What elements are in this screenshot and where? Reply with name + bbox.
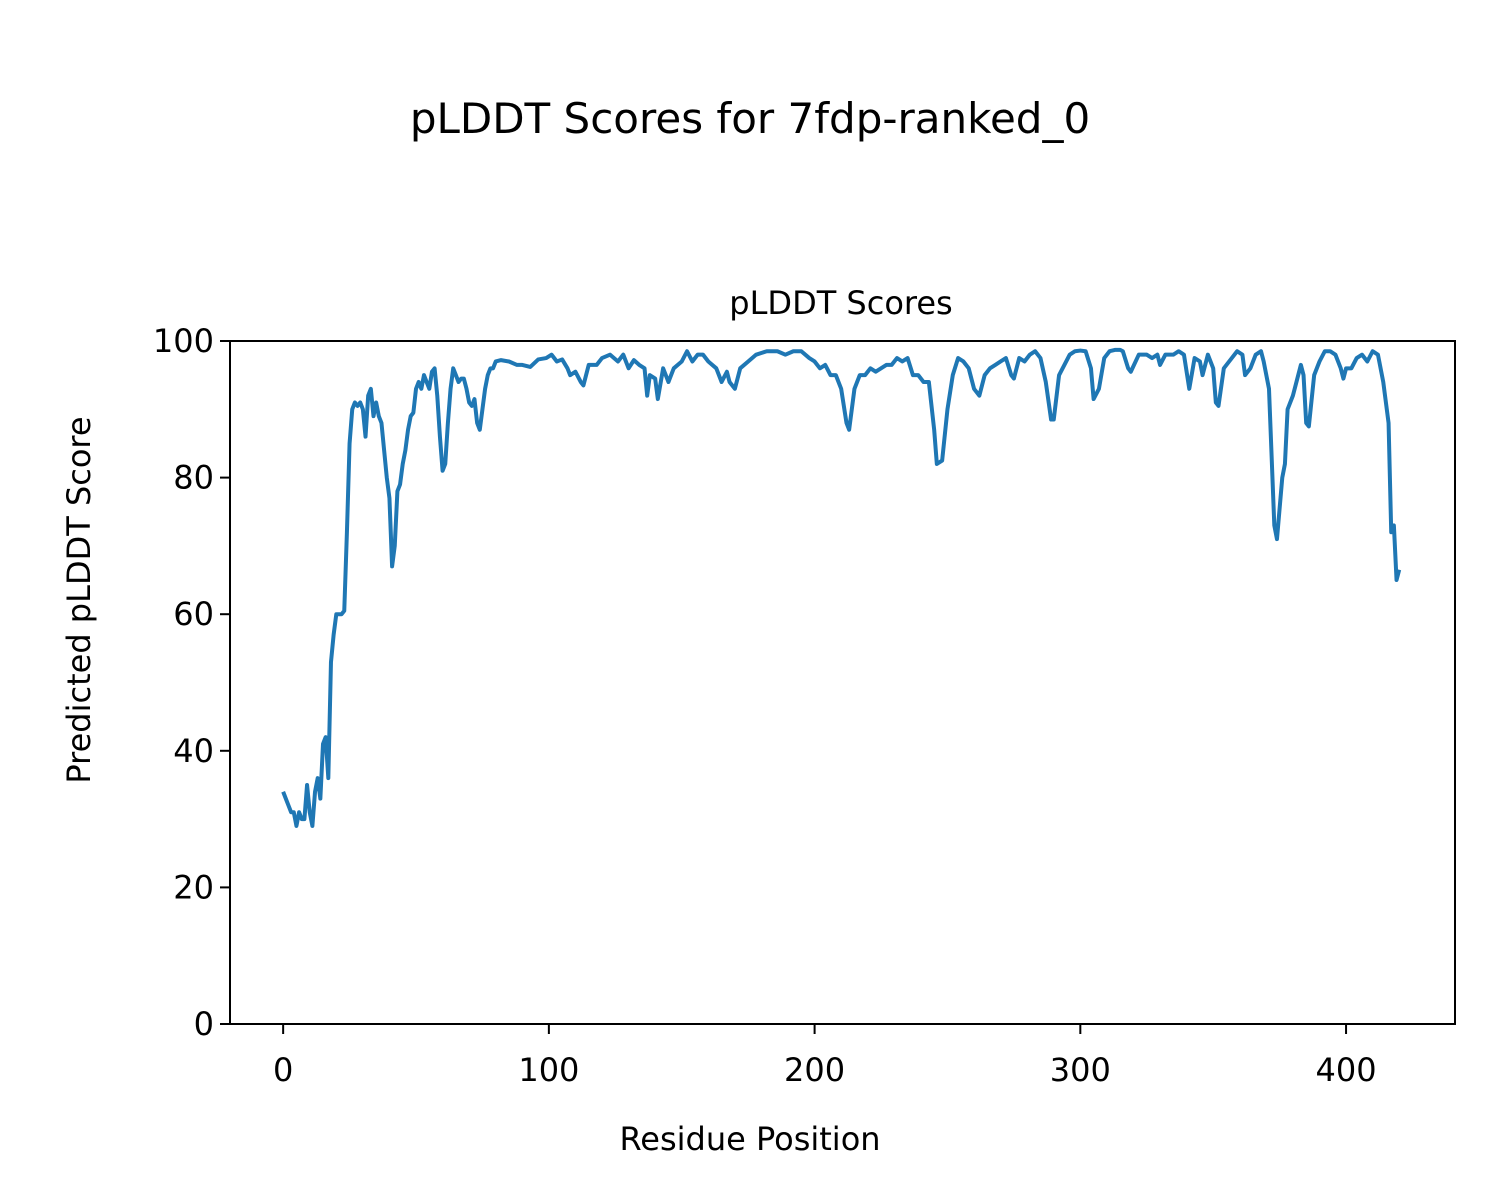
x-tick-label: 200 (784, 1051, 845, 1089)
x-tick-label: 100 (518, 1051, 579, 1089)
plot-frame (229, 340, 1456, 1025)
y-tick-label: 100 (153, 322, 214, 360)
y-tick-label: 0 (194, 1005, 214, 1043)
x-tick-label: 0 (273, 1051, 293, 1089)
x-axis-label: Residue Position (619, 1120, 880, 1158)
y-tick-label: 20 (173, 868, 214, 906)
x-tick-label: 400 (1316, 1051, 1377, 1089)
axes-title: pLDDT Scores (729, 284, 952, 322)
x-tick-label: 300 (1050, 1051, 1111, 1089)
y-tick-label: 40 (173, 732, 214, 770)
y-axis-label: Predicted pLDDT Score (60, 416, 98, 783)
data-line (281, 347, 1402, 828)
y-tick-label: 60 (173, 595, 214, 633)
chart-title: pLDDT Scores for 7fdp-ranked_0 (410, 94, 1090, 143)
y-tick-label: 80 (173, 459, 214, 497)
